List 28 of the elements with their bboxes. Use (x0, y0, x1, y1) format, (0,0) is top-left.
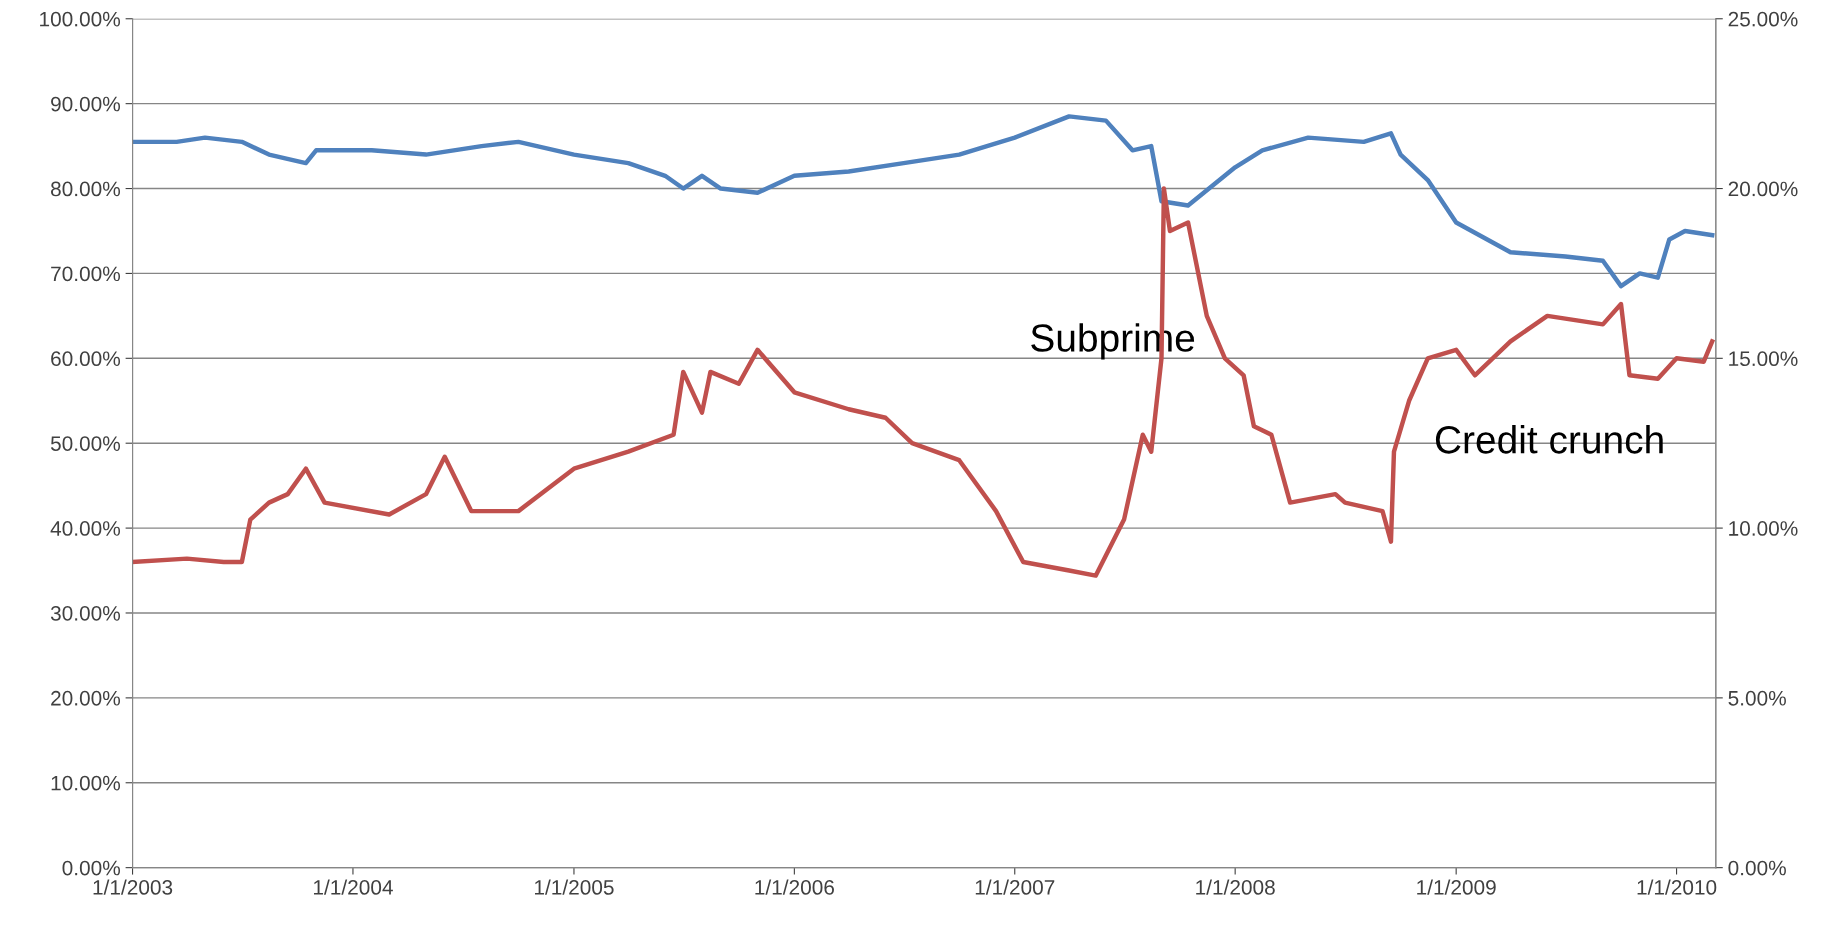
y-tick-label: 30.00% (50, 605, 121, 621)
x-tick-label: 1/1/2008 (1196, 879, 1275, 895)
y-tick-label: 60.00% (51, 351, 121, 367)
y2-tick-label: 25.00% (1728, 11, 1798, 27)
y-tick-label: 10.00% (51, 775, 121, 791)
y2-tick-label: 0.00% (1728, 860, 1786, 876)
x-tick-label: 1/1/2006 (755, 879, 834, 895)
line-series (132, 186, 1715, 578)
x-tick-label: 1/1/2007 (975, 879, 1055, 895)
y-tick-label: 40.00% (50, 521, 121, 536)
y-tick-label: 100.00% (40, 11, 121, 27)
y2-tick-label: 10.00% (1729, 521, 1798, 536)
y2-tick-label: 5.00% (1728, 690, 1786, 706)
x-tick-label: 1/1/2003 (93, 879, 173, 895)
y-tick-label: 70.00% (51, 266, 121, 282)
x-tick-label: 1/1/2005 (535, 879, 614, 895)
annotation: Credit crunch (1435, 425, 1663, 454)
y2-tick-label: 15.00% (1729, 351, 1798, 367)
y-tick-label: 20.00% (51, 690, 121, 706)
y-tick-label: 50.00% (50, 436, 121, 451)
line-series (132, 114, 1715, 289)
x-tick-label: 1/1/2009 (1417, 879, 1496, 895)
y-tick-label: 90.00% (51, 96, 121, 112)
y2-tick-label: 20.00% (1728, 181, 1798, 197)
y-tick-label: 0.00% (62, 860, 121, 876)
x-tick-label: 1/1/2010 (1637, 879, 1717, 895)
x-tick-label: 1/1/2004 (314, 879, 393, 895)
y-tick-label: 80.00% (51, 181, 121, 197)
